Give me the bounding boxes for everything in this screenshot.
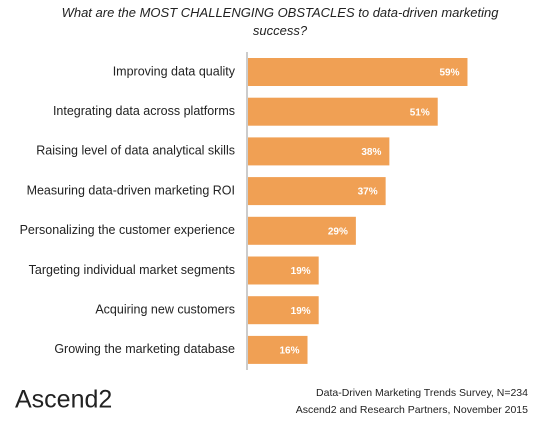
value-label: 38% [361, 147, 381, 158]
logo: Ascend2 [15, 386, 112, 414]
bar [248, 137, 390, 166]
bar [248, 296, 319, 325]
value-label: 59% [439, 68, 459, 79]
value-label: 19% [291, 306, 311, 317]
bar [248, 97, 438, 126]
category-label: Raising level of data analytical skills [36, 144, 235, 158]
value-label: 16% [280, 346, 300, 357]
category-label: Integrating data across platforms [53, 104, 235, 118]
category-label: Improving data quality [113, 64, 236, 78]
category-label: Acquiring new customers [95, 302, 235, 316]
source-line: Data-Driven Marketing Trends Survey, N=2… [316, 387, 528, 399]
category-label: Targeting individual market segments [29, 263, 235, 277]
bar [248, 177, 386, 206]
chart-title: What are the MOST CHALLENGING OBSTACLES … [62, 5, 500, 38]
value-label: 19% [291, 266, 311, 277]
bar [248, 335, 308, 364]
category-label: Personalizing the customer experience [20, 223, 235, 237]
category-label: Growing the marketing database [54, 342, 235, 356]
source-line: Ascend2 and Research Partners, November … [296, 404, 528, 416]
value-label: 51% [410, 107, 430, 118]
bar [248, 256, 319, 285]
bar [248, 58, 468, 86]
value-label: 29% [328, 226, 348, 237]
category-label: Measuring data-driven marketing ROI [27, 183, 235, 197]
bar [248, 216, 356, 245]
value-label: 37% [358, 187, 378, 198]
